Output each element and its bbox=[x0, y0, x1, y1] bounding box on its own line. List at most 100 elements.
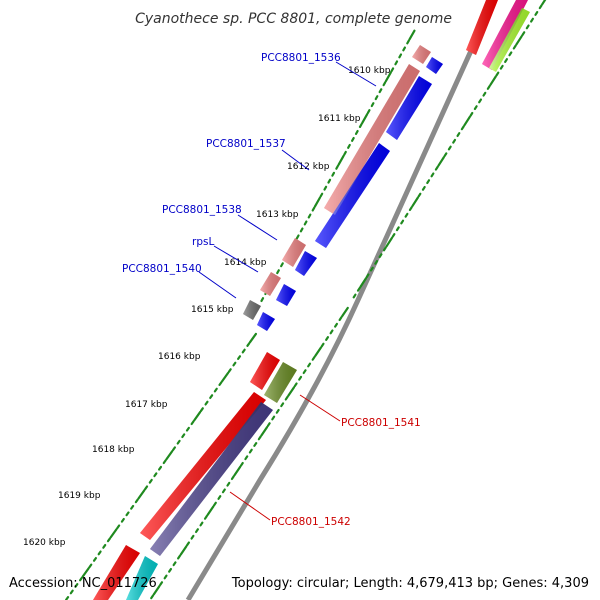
kbp-tick bbox=[347, 143, 351, 149]
kbp-tick bbox=[361, 113, 369, 124]
minor-tick bbox=[530, 17, 534, 23]
minor-tick bbox=[275, 408, 280, 414]
kbp-tick-label: 1617 kbp bbox=[125, 400, 168, 410]
gene-label-rpsl[interactable]: rpsL bbox=[192, 236, 214, 248]
minor-tick bbox=[284, 395, 289, 401]
gene-label-pcc8801-1542[interactable]: PCC8801_1542 bbox=[271, 516, 351, 528]
kbp-tick-label: 1614 kbp bbox=[224, 258, 267, 268]
minor-tick bbox=[541, 0, 547, 6]
minor-tick bbox=[257, 435, 262, 441]
kbp-tick-label: 1615 kbp bbox=[191, 305, 234, 315]
minor-tick bbox=[378, 253, 383, 259]
minor-tick bbox=[400, 219, 405, 225]
kbp-tick bbox=[109, 528, 118, 539]
gene-shade bbox=[412, 45, 431, 64]
kbp-tick bbox=[335, 164, 340, 170]
kbp-tick bbox=[116, 524, 121, 530]
kbp-tick bbox=[79, 576, 84, 582]
minor-tick bbox=[244, 455, 249, 461]
minor-tick bbox=[486, 85, 491, 90]
minor-tick bbox=[260, 425, 269, 437]
gene-shade bbox=[260, 272, 281, 296]
gene-shade bbox=[426, 57, 443, 74]
minor-tick bbox=[334, 322, 339, 328]
minor-tick bbox=[177, 554, 182, 560]
minor-tick bbox=[365, 273, 370, 279]
kbp-tick-label: 1611 kbp bbox=[318, 114, 361, 124]
minor-tick bbox=[226, 481, 231, 487]
kbp-tick bbox=[185, 426, 190, 432]
gene-label-pcc8801-1541[interactable]: PCC8801_1541 bbox=[341, 417, 421, 429]
minor-tick bbox=[525, 24, 530, 30]
kbp-tick bbox=[295, 234, 300, 240]
minor-tick bbox=[504, 58, 509, 63]
minor-tick bbox=[248, 448, 253, 454]
kbp-tick bbox=[171, 446, 177, 452]
kbp-tick bbox=[378, 88, 383, 94]
genome-summary-text: Topology: circular; Length: 4,679,413 bp… bbox=[231, 576, 589, 591]
minor-tick bbox=[320, 342, 325, 348]
minor-tick bbox=[456, 132, 461, 138]
minor-tick bbox=[271, 415, 276, 421]
minor-tick bbox=[194, 528, 199, 534]
gene-shade bbox=[126, 556, 158, 600]
minor-tick bbox=[325, 336, 330, 341]
gene-shade bbox=[243, 300, 261, 320]
kbp-tick bbox=[276, 269, 280, 275]
kbp-tick bbox=[227, 368, 232, 373]
minor-tick bbox=[408, 206, 413, 212]
kbp-tick bbox=[65, 596, 70, 600]
minor-tick bbox=[521, 31, 526, 37]
kbp-tick bbox=[69, 589, 74, 595]
kbp-tick-label: 1618 kbp bbox=[92, 445, 135, 455]
minor-tick bbox=[168, 567, 173, 573]
minor-tick-marks bbox=[150, 0, 547, 600]
kbp-tick bbox=[382, 81, 387, 87]
kbp-tick bbox=[366, 109, 371, 115]
minor-tick bbox=[395, 226, 400, 232]
gene-label-pcc8801-1536[interactable]: PCC8801_1536 bbox=[261, 52, 341, 64]
gene-shade bbox=[276, 284, 296, 306]
minor-tick bbox=[499, 64, 504, 70]
minor-tick bbox=[152, 584, 161, 596]
kbp-tick bbox=[130, 504, 135, 510]
kbp-tick bbox=[92, 556, 98, 562]
kbp-tick bbox=[358, 123, 363, 128]
kbp-tick bbox=[162, 459, 167, 465]
kbp-tick bbox=[280, 262, 284, 268]
minor-tick bbox=[287, 386, 296, 397]
gene-label-pcc8801-1537[interactable]: PCC8801_1537 bbox=[206, 138, 286, 150]
kbp-tick bbox=[218, 381, 223, 386]
kbp-tick bbox=[148, 478, 153, 484]
kbp-tick bbox=[97, 550, 102, 556]
minor-tick bbox=[307, 362, 312, 368]
kbp-tick bbox=[406, 39, 410, 45]
minor-tick bbox=[385, 236, 393, 248]
gene-label-pcc8801-1538[interactable]: PCC8801_1538 bbox=[162, 204, 242, 216]
minor-tick bbox=[253, 442, 258, 447]
kbp-tick-label: 1612 kbp bbox=[287, 162, 330, 172]
kbp-tick bbox=[354, 129, 359, 135]
minor-tick bbox=[374, 259, 379, 265]
minor-tick bbox=[203, 514, 208, 520]
kbp-tick bbox=[193, 410, 202, 422]
minor-tick bbox=[356, 286, 361, 292]
kbp-tick bbox=[402, 46, 407, 52]
kbp-tick bbox=[319, 192, 324, 198]
kbp-tick bbox=[209, 394, 214, 400]
kbp-tick bbox=[232, 361, 237, 367]
gene-label-pcc8801-1540[interactable]: PCC8801_1540 bbox=[122, 263, 202, 275]
kbp-tick bbox=[343, 150, 347, 156]
gene-shade bbox=[295, 251, 317, 276]
kbp-tick bbox=[331, 171, 336, 177]
gene-label-connectors bbox=[198, 61, 377, 521]
kbp-tick bbox=[313, 196, 321, 208]
minor-tick bbox=[437, 156, 445, 167]
kbp-tick-label: 1620 kbp bbox=[23, 538, 66, 548]
minor-tick bbox=[411, 196, 419, 208]
minor-tick bbox=[179, 545, 188, 556]
minor-tick bbox=[172, 561, 177, 567]
kbp-labels: 1610 kbp 1611 kbp 1612 kbp 1613 kbp 1614 kbp… bbox=[23, 66, 391, 548]
